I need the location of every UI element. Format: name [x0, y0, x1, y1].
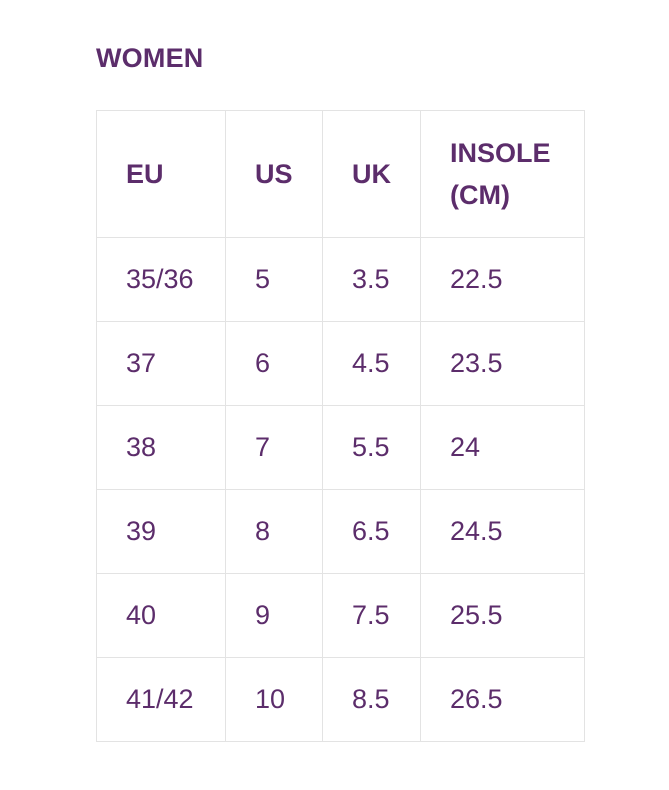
table-row: 40 9 7.5 25.5 [96, 573, 585, 658]
cell-us: 10 [225, 657, 323, 742]
cell-insole: 24.5 [420, 489, 585, 574]
cell-insole: 22.5 [420, 237, 585, 322]
table-row: 38 7 5.5 24 [96, 405, 585, 490]
cell-us: 9 [225, 573, 323, 658]
cell-insole: 26.5 [420, 657, 585, 742]
cell-uk: 8.5 [322, 657, 421, 742]
cell-uk: 7.5 [322, 573, 421, 658]
header-uk: UK [322, 110, 421, 238]
cell-us: 8 [225, 489, 323, 574]
header-insole: INSOLE (CM) [420, 110, 585, 238]
section-title: WOMEN [96, 43, 204, 73]
table-header: EU US UK INSOLE (CM) [96, 110, 585, 238]
table-row: 35/36 5 3.5 22.5 [96, 237, 585, 322]
table-row: 39 8 6.5 24.5 [96, 489, 585, 574]
header-us: US [225, 110, 323, 238]
cell-eu: 35/36 [96, 237, 226, 322]
cell-uk: 3.5 [322, 237, 421, 322]
cell-us: 5 [225, 237, 323, 322]
cell-us: 7 [225, 405, 323, 490]
size-chart-table: EU US UK INSOLE (CM) 35/36 5 3.5 22.5 37… [96, 110, 585, 742]
header-eu: EU [96, 110, 226, 238]
cell-eu: 37 [96, 321, 226, 406]
cell-uk: 6.5 [322, 489, 421, 574]
table-row: 37 6 4.5 23.5 [96, 321, 585, 406]
cell-insole: 25.5 [420, 573, 585, 658]
cell-eu: 39 [96, 489, 226, 574]
cell-us: 6 [225, 321, 323, 406]
cell-eu: 40 [96, 573, 226, 658]
cell-insole: 23.5 [420, 321, 585, 406]
cell-eu: 41/42 [96, 657, 226, 742]
table-body: 35/36 5 3.5 22.5 37 6 4.5 23.5 38 7 5.5 … [96, 237, 585, 742]
cell-eu: 38 [96, 405, 226, 490]
cell-uk: 5.5 [322, 405, 421, 490]
header-row: EU US UK INSOLE (CM) [96, 110, 585, 238]
cell-insole: 24 [420, 405, 585, 490]
table-row: 41/42 10 8.5 26.5 [96, 657, 585, 742]
cell-uk: 4.5 [322, 321, 421, 406]
